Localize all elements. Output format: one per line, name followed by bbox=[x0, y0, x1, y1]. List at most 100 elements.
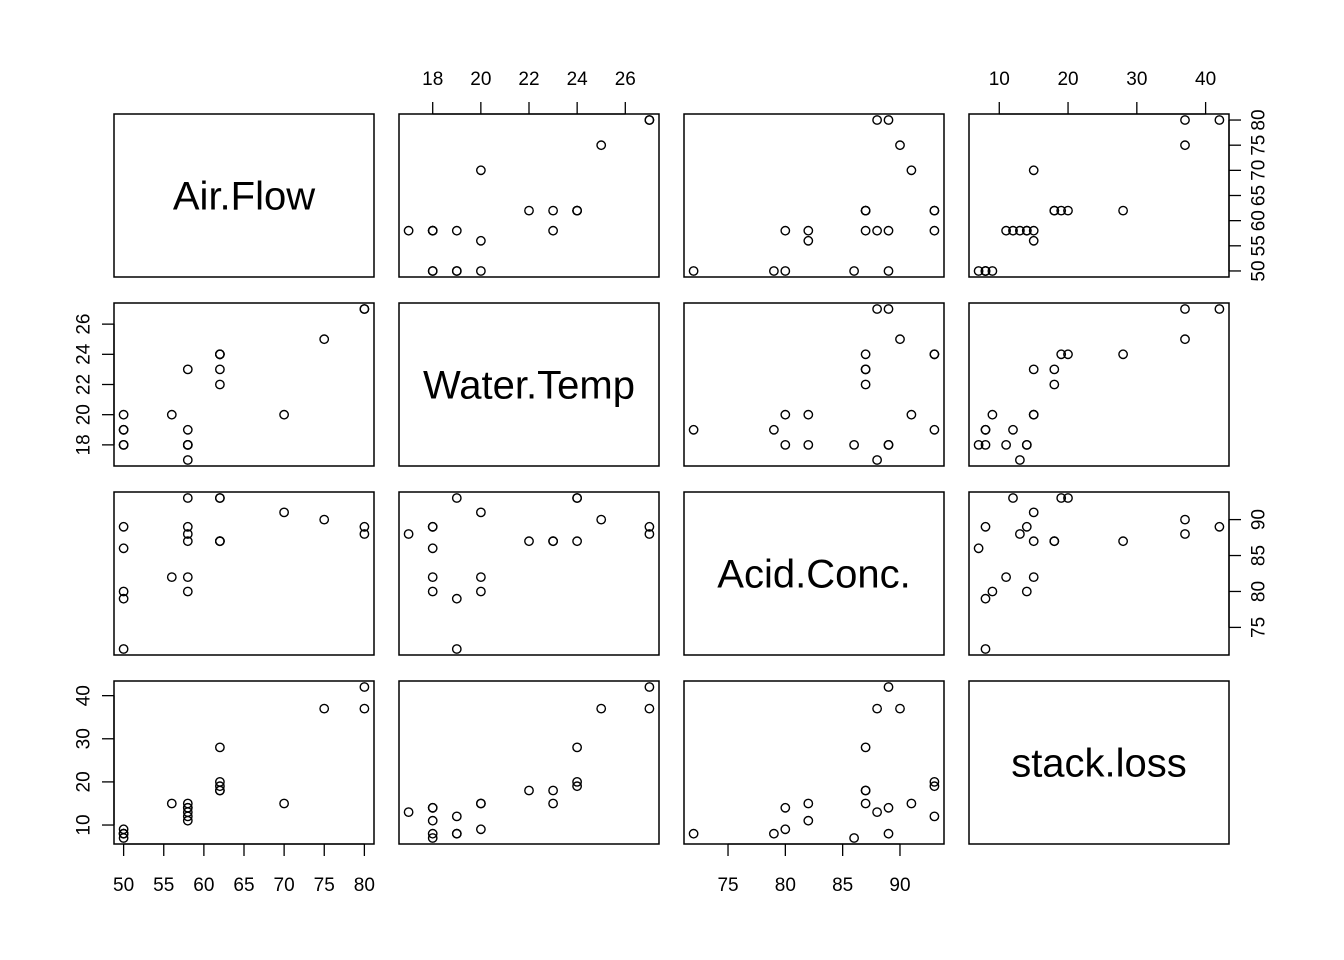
data-point bbox=[895, 140, 905, 151]
tick-label: 90 bbox=[889, 875, 910, 896]
data-point bbox=[1180, 304, 1190, 314]
axis-bottom-air-flow: 50 55 60 65 70 75 80 bbox=[113, 843, 375, 896]
data-point bbox=[359, 703, 370, 714]
data-point bbox=[319, 703, 330, 714]
data-point bbox=[1180, 334, 1190, 345]
data-point bbox=[860, 742, 871, 753]
data-point bbox=[688, 266, 699, 276]
data-point bbox=[1008, 424, 1018, 435]
data-point bbox=[872, 225, 882, 236]
data-point bbox=[1015, 455, 1025, 465]
data-point bbox=[1008, 493, 1018, 503]
data-point bbox=[849, 833, 859, 843]
data-point bbox=[572, 205, 582, 216]
data-point bbox=[980, 266, 991, 276]
data-point bbox=[182, 536, 193, 547]
axis-top-water-temp: 18 20 22 24 26 bbox=[422, 69, 636, 115]
data-point bbox=[451, 225, 462, 236]
panel-frame bbox=[398, 680, 660, 845]
data-point bbox=[780, 439, 791, 450]
data-point bbox=[214, 781, 225, 792]
data-point bbox=[1180, 140, 1190, 151]
data-point bbox=[182, 455, 193, 465]
data-point bbox=[451, 493, 462, 503]
data-point bbox=[548, 798, 558, 809]
axis-bottom-acid-conc: 75 80 85 90 bbox=[717, 843, 911, 896]
axis-right-acid-conc: 75 80 85 90 bbox=[1228, 509, 1270, 638]
tick-label: 90 bbox=[1248, 509, 1269, 530]
tick-label: 24 bbox=[567, 69, 589, 90]
data-point bbox=[1028, 409, 1039, 420]
data-point bbox=[1056, 493, 1067, 503]
data-point bbox=[1049, 205, 1060, 216]
data-point bbox=[872, 455, 882, 465]
data-point bbox=[214, 777, 225, 787]
data-point bbox=[451, 593, 462, 604]
data-point bbox=[182, 572, 193, 582]
data-point bbox=[572, 777, 582, 787]
data-point bbox=[769, 266, 779, 276]
tick-label: 80 bbox=[354, 875, 375, 896]
tick-label: 24 bbox=[74, 343, 95, 365]
tick-label: 80 bbox=[1249, 109, 1270, 130]
data-point bbox=[319, 334, 330, 345]
tick-label: 18 bbox=[422, 69, 443, 90]
data-point bbox=[1028, 165, 1039, 176]
tick-label: 30 bbox=[73, 728, 94, 749]
panel-frame bbox=[968, 302, 1230, 467]
panel-air-flow-vs-acid-conc bbox=[683, 113, 945, 278]
data-point bbox=[883, 802, 894, 813]
data-point bbox=[883, 828, 894, 839]
panel-frame bbox=[113, 113, 375, 278]
data-point bbox=[895, 703, 905, 714]
tick-label: 40 bbox=[1195, 69, 1216, 90]
data-point bbox=[548, 205, 558, 216]
data-point bbox=[849, 439, 859, 450]
data-point bbox=[860, 798, 871, 809]
data-point bbox=[427, 572, 438, 582]
data-point bbox=[166, 798, 177, 809]
data-point bbox=[427, 828, 438, 839]
data-point bbox=[644, 682, 655, 692]
tick-label: 20 bbox=[470, 69, 491, 90]
data-point bbox=[1001, 225, 1011, 236]
data-point bbox=[118, 543, 129, 554]
data-point bbox=[1049, 379, 1060, 390]
data-point bbox=[860, 785, 871, 796]
panel-stack-loss-vs-water-temp bbox=[398, 680, 660, 845]
tick-label: 18 bbox=[73, 434, 94, 455]
data-point bbox=[980, 439, 991, 450]
panel-frame bbox=[113, 680, 375, 845]
data-point bbox=[1021, 225, 1032, 236]
tick-label: 55 bbox=[153, 875, 174, 896]
variable-label-stack-loss: stack.loss bbox=[1011, 742, 1187, 786]
data-point bbox=[803, 409, 814, 420]
data-point bbox=[644, 115, 655, 125]
data-point bbox=[929, 424, 940, 435]
panel-frame bbox=[968, 680, 1230, 845]
data-point bbox=[279, 507, 289, 518]
tick-label: 80 bbox=[1248, 581, 1269, 602]
data-point bbox=[987, 266, 998, 276]
data-point bbox=[118, 409, 129, 420]
data-point bbox=[1180, 115, 1190, 125]
panel-frame bbox=[113, 491, 375, 656]
data-point bbox=[803, 235, 814, 246]
data-point bbox=[1118, 349, 1129, 360]
data-point bbox=[1021, 439, 1032, 450]
data-point bbox=[769, 424, 779, 435]
data-point bbox=[872, 304, 882, 314]
tick-label: 75 bbox=[717, 875, 738, 896]
data-point bbox=[451, 644, 462, 654]
tick-label: 20 bbox=[73, 404, 94, 425]
data-point bbox=[780, 225, 791, 236]
data-point bbox=[895, 334, 905, 345]
data-point bbox=[929, 777, 940, 787]
tick-label: 22 bbox=[518, 69, 539, 90]
data-point bbox=[403, 529, 414, 539]
data-point bbox=[929, 205, 940, 216]
panel-water-temp-vs-stack-loss bbox=[968, 302, 1230, 467]
tick-label: 20 bbox=[74, 771, 95, 792]
data-point bbox=[451, 828, 462, 839]
data-point bbox=[182, 586, 193, 597]
